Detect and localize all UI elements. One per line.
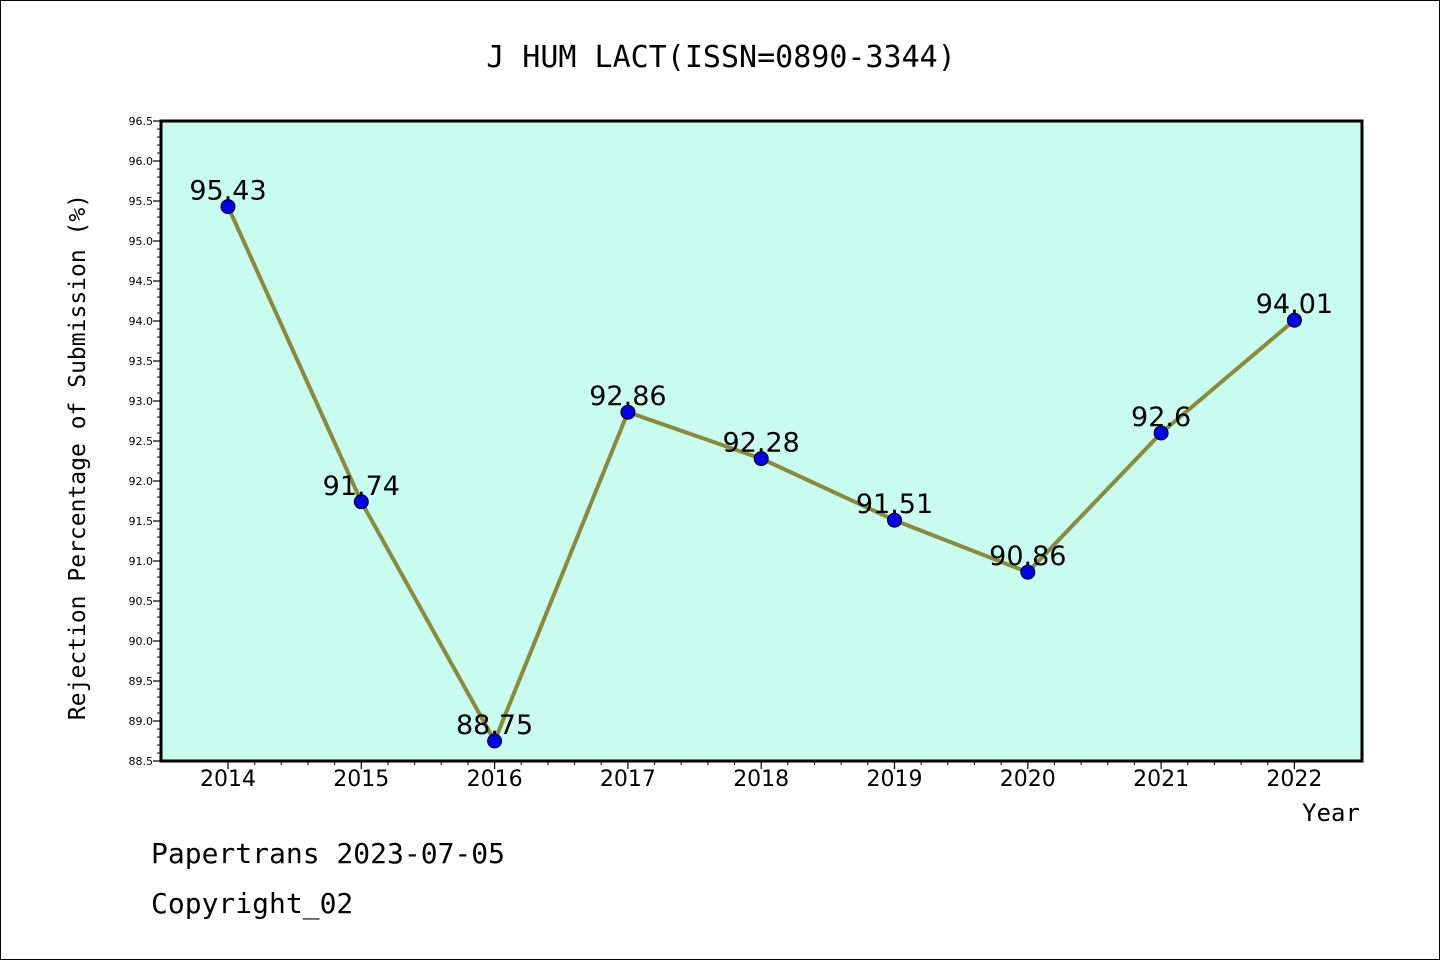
y-tick-label: 89.0	[129, 715, 154, 728]
y-tick-label: 92.0	[129, 475, 154, 488]
y-tick-label: 93.5	[129, 355, 154, 368]
data-label: 92.86	[589, 381, 666, 412]
chart-title: J HUM LACT(ISSN=0890-3344)	[486, 40, 956, 75]
y-tick-label: 92.5	[129, 435, 154, 448]
data-point	[487, 733, 503, 749]
data-label: 90.86	[989, 541, 1066, 572]
data-point	[753, 451, 769, 467]
data-point	[220, 199, 236, 215]
x-tick-label: 2014	[200, 767, 256, 792]
y-tick-label: 96.5	[129, 115, 154, 128]
data-label: 91.51	[856, 489, 933, 520]
x-tick-label: 2019	[867, 767, 923, 792]
y-axis-label: Rejection Percentage of Submission (%)	[65, 194, 91, 720]
data-label: 94.01	[1256, 289, 1333, 320]
plot-border	[159, 119, 1364, 763]
data-label: 92.6	[1131, 402, 1191, 433]
x-tick-label: 2016	[467, 767, 523, 792]
y-tick-label: 88.5	[129, 755, 154, 768]
x-tick-label: 2021	[1133, 767, 1189, 792]
y-tick-label: 90.5	[129, 595, 154, 608]
data-label: 95.43	[189, 176, 266, 207]
x-tick-label: 2017	[600, 767, 656, 792]
data-point	[620, 404, 636, 420]
data-point	[1020, 564, 1036, 580]
x-axis-label: Year	[1302, 799, 1360, 827]
y-tick-label: 95.5	[129, 195, 154, 208]
plot-area	[161, 121, 1362, 761]
data-point	[1286, 312, 1302, 328]
x-tick-label: 2015	[333, 767, 389, 792]
y-tick-label: 93.0	[129, 395, 154, 408]
axes: 88.5 89.0 89.5 90.0 90.5 91.0 91.5 92.0 92.5 93.0…	[129, 115, 1323, 792]
data-point	[887, 512, 902, 528]
y-tick-label: 91.0	[129, 555, 154, 568]
y-tick-label: 95.0	[129, 235, 154, 248]
data-label: 91.74	[323, 471, 400, 502]
x-tick-label: 2022	[1266, 767, 1322, 792]
x-tick-label: 2020	[1000, 767, 1056, 792]
y-tick-label: 91.5	[129, 515, 154, 528]
y-tick-label: 89.5	[129, 675, 154, 688]
y-tick-label: 94.0	[129, 315, 154, 328]
footer-copyright: Copyright_02	[151, 887, 354, 920]
footer-source-date: Papertrans 2023-07-05	[151, 837, 506, 870]
y-tick-label: 96.0	[129, 155, 154, 168]
y-tick-label: 94.5	[129, 275, 154, 288]
y-tick-label: 90.0	[129, 635, 154, 648]
series-group: 95.43 91.74 88.75 92.86 92.28 91.51 90.86 92.6 9…	[189, 176, 1333, 749]
x-tick-label: 2018	[733, 767, 789, 792]
data-label: 88.75	[456, 710, 533, 741]
data-label: 92.28	[723, 428, 800, 459]
data-point	[353, 494, 369, 510]
data-point	[1153, 425, 1169, 441]
